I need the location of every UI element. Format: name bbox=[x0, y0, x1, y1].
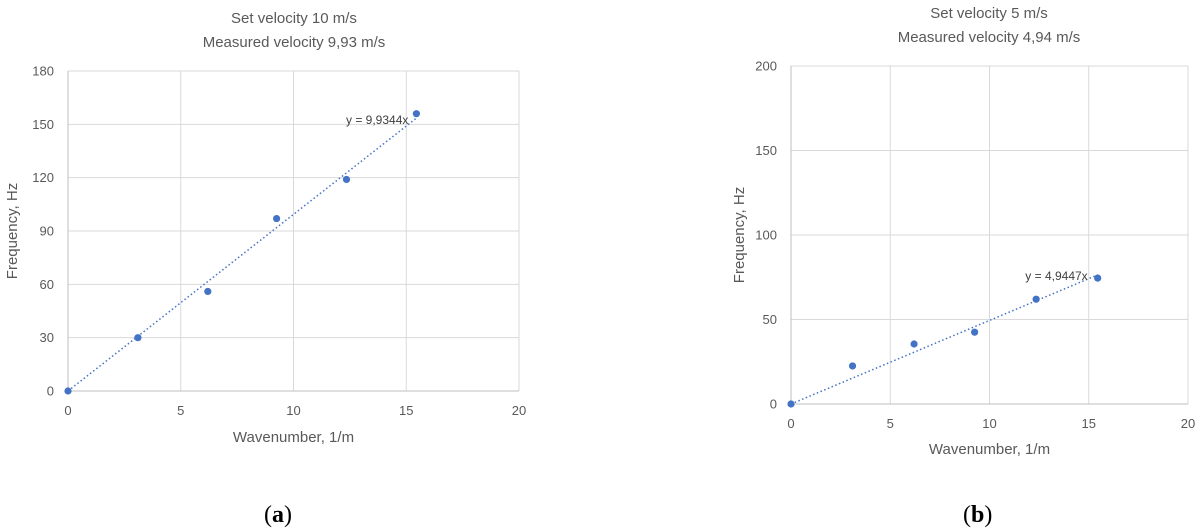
chart1-data-point-0 bbox=[64, 387, 72, 395]
chart2-data-point-3 bbox=[971, 328, 979, 336]
chart1-data-point-3 bbox=[272, 214, 281, 223]
chart2-y-tick-label-4: 200 bbox=[755, 59, 777, 74]
chart1-x-tick-label-1: 5 bbox=[177, 403, 184, 418]
chart1-title-line-1: Set velocity 10 m/s bbox=[231, 10, 357, 27]
chart2-data-point-2 bbox=[910, 340, 918, 348]
chart2-y-tick-label-2: 100 bbox=[755, 228, 777, 243]
chart1-y-axis-label: Frequency, Hz bbox=[4, 183, 21, 279]
chart2-trendline bbox=[790, 274, 1098, 405]
chart1-y-tick-label-2: 60 bbox=[40, 277, 54, 292]
chart2-data-point-5 bbox=[1094, 274, 1102, 282]
chart2-data-point-1 bbox=[848, 362, 857, 370]
chart2-title-line-2: Measured velocity 4,94 m/s bbox=[898, 29, 1081, 46]
chart1-trendline bbox=[67, 117, 417, 392]
chart2-data-point-4 bbox=[1032, 295, 1040, 303]
chart2-y-axis-label: Frequency, Hz bbox=[731, 187, 748, 283]
chart1-trendline-equation: y = 9,9344x bbox=[346, 113, 408, 127]
chart1-y-tick-label-5: 150 bbox=[32, 117, 54, 132]
chart1-y-tick-label-1: 30 bbox=[40, 330, 54, 345]
chart1-data-point-2 bbox=[204, 287, 212, 296]
chart2-x-axis-label: Wavenumber, 1/m bbox=[929, 441, 1050, 458]
chart2-y-tick-label-0: 0 bbox=[770, 397, 777, 412]
chart1-data-point-1 bbox=[134, 334, 142, 342]
chart2-x-tick-label-1: 5 bbox=[887, 416, 894, 431]
chart2-x-tick-label-0: 0 bbox=[787, 416, 794, 431]
chart1-x-tick-label-0: 0 bbox=[64, 403, 71, 418]
chart2-data-point-0 bbox=[787, 400, 795, 408]
chart2-x-tick-label-4: 20 bbox=[1181, 416, 1195, 431]
chart2-x-tick-label-2: 10 bbox=[982, 416, 996, 431]
chart1-x-axis-label: Wavenumber, 1/m bbox=[233, 429, 354, 446]
chart1-y-tick-label-4: 120 bbox=[32, 170, 54, 185]
chart2-title-line-1: Set velocity 5 m/s bbox=[930, 5, 1048, 22]
chart2-panel-label: (b) bbox=[963, 502, 992, 528]
chart1-data-point-4 bbox=[342, 175, 351, 184]
chart1-y-tick-label-6: 180 bbox=[32, 64, 54, 79]
chart2-y-tick-label-3: 150 bbox=[755, 143, 777, 158]
chart1-y-tick-label-0: 0 bbox=[47, 384, 54, 399]
chart2-y-tick-label-1: 50 bbox=[763, 312, 777, 327]
chart1-x-tick-label-2: 10 bbox=[286, 403, 300, 418]
chart1-x-tick-label-3: 15 bbox=[399, 403, 413, 418]
chart2-x-tick-label-3: 15 bbox=[1082, 416, 1096, 431]
chart1-data-point-5 bbox=[412, 110, 420, 118]
chart1-title-line-2: Measured velocity 9,93 m/s bbox=[203, 34, 386, 51]
chart2-trendline-equation: y = 4,9447x bbox=[1025, 269, 1087, 283]
chart1-panel-label: (a) bbox=[264, 502, 292, 528]
chart1-y-tick-label-3: 90 bbox=[40, 224, 54, 239]
chart1-x-tick-label-4: 20 bbox=[512, 403, 526, 418]
